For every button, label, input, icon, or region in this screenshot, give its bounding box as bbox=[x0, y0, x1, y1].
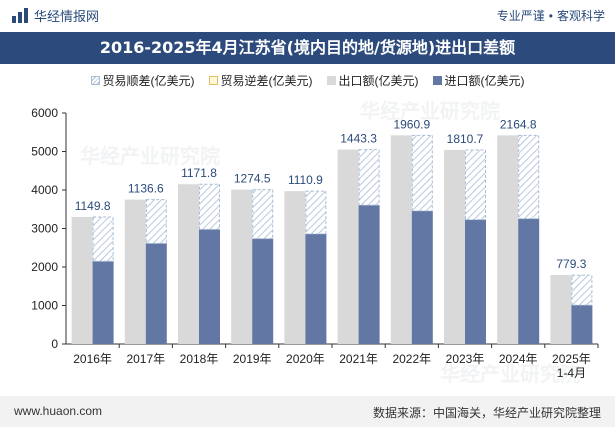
tagline-right: 客观科学 bbox=[556, 9, 605, 23]
bar-export bbox=[284, 191, 306, 344]
legend-label-export: 出口额(亿美元) bbox=[338, 74, 419, 88]
footer-source: 数据来源：中国海关，华经产业研究院整理 bbox=[372, 406, 601, 420]
bar-surplus bbox=[145, 199, 167, 244]
bar-surplus bbox=[465, 149, 486, 221]
x-tick-label: 2022年 bbox=[392, 352, 431, 366]
bar-surplus bbox=[92, 216, 114, 262]
x-tick-label: 2024年 bbox=[499, 352, 538, 366]
data-label-surplus: 2164.8 bbox=[500, 117, 537, 131]
footer-website-link[interactable]: www.huaon.com bbox=[14, 404, 103, 418]
x-tick-label: 2019年 bbox=[233, 352, 272, 366]
bar-import bbox=[145, 243, 167, 344]
bar-export bbox=[231, 189, 253, 344]
x-tick-label: 2023年 bbox=[446, 352, 485, 366]
chart-legend: 贸易顺差(亿美元) 贸易逆差(亿美元) 出口额(亿美元) 进口额(亿美元) bbox=[0, 72, 615, 89]
bar-import bbox=[358, 205, 380, 344]
data-label-surplus: 1136.6 bbox=[128, 182, 164, 196]
legend-label-deficit: 贸易逆差(亿美元) bbox=[220, 74, 313, 88]
legend-item-surplus[interactable]: 贸易顺差(亿美元) bbox=[90, 72, 195, 89]
tagline: 专业严谨 • 客观科学 bbox=[497, 7, 605, 24]
x-tick-label: 2018年 bbox=[180, 352, 219, 366]
data-label-surplus: 1149.8 bbox=[75, 199, 111, 213]
y-tick-label: 1000 bbox=[31, 299, 58, 313]
legend-item-import[interactable]: 进口额(亿美元) bbox=[432, 72, 525, 89]
bar-surplus bbox=[252, 189, 274, 240]
brand[interactable]: 华经情报网 bbox=[12, 6, 99, 25]
legend-swatch-surplus bbox=[90, 76, 100, 85]
y-tick-label: 5000 bbox=[31, 145, 58, 159]
footer: www.huaon.com 数据来源：中国海关，华经产业研究院整理 bbox=[0, 396, 615, 427]
bar-export bbox=[444, 149, 465, 344]
bar-export bbox=[71, 216, 93, 344]
bar-import bbox=[305, 233, 327, 344]
data-label-surplus: 1810.7 bbox=[447, 132, 484, 146]
bar-surplus bbox=[571, 274, 593, 306]
bar-chart: 0 1000 2000 3000 4000 5000 6000 1149.8 2016年 113… bbox=[31, 106, 599, 380]
bar-import bbox=[465, 219, 486, 344]
legend-label-import: 进口额(亿美元) bbox=[444, 74, 525, 88]
x-tick-label: 2025年 bbox=[552, 352, 591, 366]
x-tick-label: 1-4月 bbox=[557, 366, 586, 380]
y-tick-label: 6000 bbox=[31, 106, 58, 120]
tagline-left: 专业严谨 bbox=[496, 9, 545, 23]
data-label-surplus: 1110.9 bbox=[288, 173, 323, 187]
bar-surplus bbox=[305, 190, 327, 235]
bar-import bbox=[92, 261, 114, 344]
data-label-surplus: 779.3 bbox=[556, 257, 586, 271]
y-tick-label: 0 bbox=[51, 337, 58, 351]
x-tick-label: 2016年 bbox=[73, 352, 112, 366]
watermark-3: 华经产业研究院 bbox=[440, 364, 580, 386]
bar-surplus bbox=[411, 134, 433, 212]
legend-swatch-deficit bbox=[208, 76, 218, 85]
bar-export bbox=[390, 135, 412, 344]
watermark-2: 华经产业研究院 bbox=[80, 146, 220, 168]
brand-name: 华经情报网 bbox=[34, 9, 100, 24]
y-tick-label: 2000 bbox=[31, 260, 58, 274]
bar-import bbox=[571, 305, 593, 344]
legend-swatch-import bbox=[432, 76, 442, 85]
brand-logo-icon bbox=[12, 8, 28, 23]
bar-import bbox=[199, 229, 220, 344]
top-bar: 华经情报网 专业严谨 • 客观科学 bbox=[0, 0, 615, 30]
bar-export bbox=[124, 199, 146, 344]
legend-item-deficit[interactable]: 贸易逆差(亿美元) bbox=[208, 72, 313, 89]
legend-swatch-export bbox=[326, 76, 336, 85]
bar-export bbox=[550, 275, 572, 344]
legend-label-surplus: 贸易顺差(亿美元) bbox=[102, 74, 195, 88]
data-label-surplus: 1443.3 bbox=[340, 132, 377, 146]
bar-import bbox=[411, 210, 433, 344]
bar-surplus bbox=[518, 134, 540, 220]
data-label-surplus: 1274.5 bbox=[234, 172, 271, 186]
bar-export bbox=[497, 135, 519, 344]
x-tick-label: 2017年 bbox=[126, 352, 165, 366]
bar-import bbox=[252, 238, 274, 344]
dot-separator-icon: • bbox=[548, 8, 553, 23]
chart-title: 2016-2025年4月江苏省(境内目的地/货源地)进出口差额 bbox=[0, 32, 615, 64]
x-tick-label: 2020年 bbox=[286, 352, 325, 366]
bar-export bbox=[337, 149, 359, 344]
bar-surplus bbox=[199, 183, 220, 230]
legend-item-export[interactable]: 出口额(亿美元) bbox=[326, 72, 419, 89]
data-label-surplus: 1960.9 bbox=[393, 117, 430, 131]
watermark-1: 华经产业研究院 bbox=[360, 101, 500, 123]
bar-surplus bbox=[358, 149, 380, 206]
data-label-surplus: 1171.8 bbox=[181, 166, 217, 180]
x-tick-label: 2021年 bbox=[339, 352, 378, 366]
y-tick-label: 3000 bbox=[31, 222, 58, 236]
bar-import bbox=[518, 218, 540, 344]
bar-export bbox=[178, 184, 199, 344]
y-tick-label: 4000 bbox=[31, 183, 58, 197]
